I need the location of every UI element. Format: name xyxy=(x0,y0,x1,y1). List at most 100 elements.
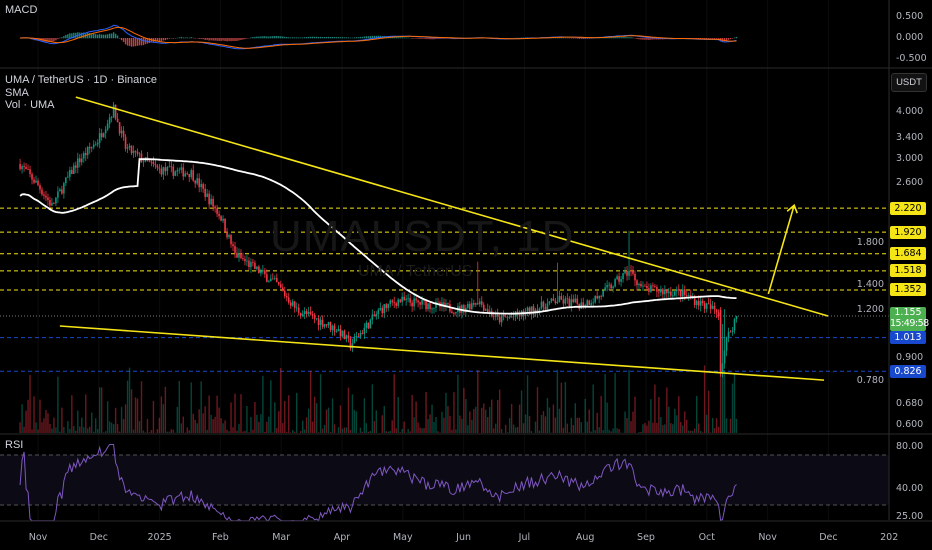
volume-bar xyxy=(349,430,352,433)
macd-axis-label: 0.500 xyxy=(896,11,924,22)
volume-label[interactable]: Vol · UMA xyxy=(5,99,55,111)
volume-bar xyxy=(112,424,115,433)
macd-histogram-bar xyxy=(654,38,656,40)
macd-histogram-bar xyxy=(427,38,429,40)
volume-bar xyxy=(315,403,318,433)
macd-histogram-bar xyxy=(55,38,57,41)
macd-histogram-bar xyxy=(705,38,708,39)
macd-histogram-bar xyxy=(252,37,254,39)
volume-bar xyxy=(548,407,551,433)
rsi-label[interactable]: RSI xyxy=(5,439,24,451)
macd-histogram-bar xyxy=(87,32,89,39)
macd-line xyxy=(20,24,737,50)
candle-body xyxy=(345,335,348,340)
candle-body xyxy=(75,165,77,168)
volume-bar xyxy=(29,375,31,433)
volume-bar xyxy=(695,395,698,433)
candle-body xyxy=(309,311,312,315)
macd-histogram-bar xyxy=(254,36,256,39)
volume-bar xyxy=(282,423,284,433)
symbol-title[interactable]: UMA / TetherUS · 1D · Binance xyxy=(5,74,158,86)
volume-bar xyxy=(333,424,336,433)
candle-body xyxy=(116,118,119,123)
volume-bar xyxy=(411,394,413,433)
candle-body xyxy=(252,262,254,263)
macd-histogram-bar xyxy=(411,38,413,39)
candle-body xyxy=(25,166,27,170)
candle-body xyxy=(502,314,505,317)
volume-bar xyxy=(447,406,449,433)
volume-bar xyxy=(75,430,77,433)
volume-bar xyxy=(626,418,628,433)
volume-bar xyxy=(660,416,662,433)
time-axis-label: 202 xyxy=(880,532,899,543)
volume-bar xyxy=(158,417,161,433)
currency-button[interactable]: USDT xyxy=(891,73,927,92)
volume-bar xyxy=(624,411,626,433)
volume-bar xyxy=(274,402,276,433)
volume-bar xyxy=(126,380,129,433)
macd-histogram-bar xyxy=(212,38,214,41)
macd-histogram-bar xyxy=(190,37,192,39)
volume-bar xyxy=(43,418,45,433)
volume-bar xyxy=(337,427,340,433)
time-axis-label: Oct xyxy=(698,532,716,543)
volume-bar xyxy=(469,411,471,433)
volume-bar xyxy=(506,432,509,433)
candle-body xyxy=(510,316,513,318)
macd-histogram-bar xyxy=(180,36,182,39)
macd-histogram-bar xyxy=(303,37,306,39)
candle-body xyxy=(313,315,316,319)
macd-histogram-bar xyxy=(288,37,290,39)
volume-bar xyxy=(106,401,109,433)
candle-body xyxy=(118,122,121,134)
macd-histogram-bar xyxy=(276,36,278,39)
candle-body xyxy=(110,117,113,119)
volume-bar xyxy=(598,427,600,433)
candle-body xyxy=(614,279,616,287)
volume-bar xyxy=(61,407,63,433)
volume-bar xyxy=(588,409,590,433)
candle-body xyxy=(471,303,473,310)
volume-bar xyxy=(586,421,588,433)
volume-bar xyxy=(248,432,250,433)
candle-body xyxy=(654,286,656,287)
volume-bar xyxy=(431,404,433,433)
volume-bar xyxy=(731,383,734,433)
candle-body xyxy=(49,199,51,206)
sma-label[interactable]: SMA xyxy=(5,87,29,99)
macd-histogram-bar xyxy=(194,38,196,39)
candle-body xyxy=(67,176,69,178)
last-price-tag: 1.155 15:49:58 xyxy=(890,306,929,331)
macd-histogram-bar xyxy=(51,38,53,42)
macd-histogram-bar xyxy=(329,37,332,39)
volume-bar xyxy=(363,398,366,433)
volume-bar xyxy=(21,404,23,433)
volume-bar xyxy=(250,416,252,433)
candle-body xyxy=(51,203,53,206)
macd-histogram-bar xyxy=(264,36,266,39)
volume-bar xyxy=(210,414,212,433)
candle-body xyxy=(160,168,163,175)
macd-label[interactable]: MACD xyxy=(5,4,38,16)
candle-body xyxy=(248,260,250,267)
volume-bar xyxy=(156,429,159,433)
candle-body xyxy=(168,166,171,168)
volume-bar xyxy=(79,426,81,433)
candle-body xyxy=(482,304,485,311)
volume-bar xyxy=(477,370,479,433)
candle-body xyxy=(600,295,602,297)
candle-body xyxy=(670,291,672,296)
macd-histogram-bar xyxy=(282,36,284,39)
volume-bar xyxy=(168,431,171,433)
macd-histogram-bar xyxy=(642,38,644,40)
candle-body xyxy=(295,307,298,309)
candle-body xyxy=(463,305,465,313)
candle-body xyxy=(371,314,374,320)
volume-bar xyxy=(134,397,137,433)
candle-body xyxy=(425,300,427,310)
macd-histogram-bar xyxy=(65,34,67,39)
macd-histogram-bar xyxy=(582,38,584,39)
candle-body xyxy=(658,291,660,293)
